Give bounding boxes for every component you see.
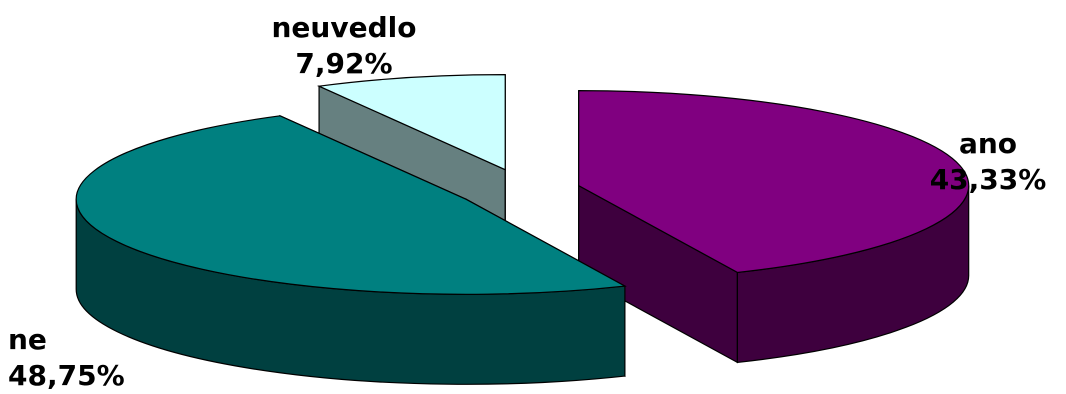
slice-ano-top xyxy=(578,90,970,274)
slice-ano xyxy=(578,90,970,364)
slice-label-neuvedlo: neuvedlo 7,92% xyxy=(262,10,426,82)
slice-value-ne: 48,75% xyxy=(8,359,125,392)
slice-name-ano: ano xyxy=(958,127,1018,160)
slice-name-ne: ne xyxy=(8,323,47,356)
slice-name-neuvedlo: neuvedlo xyxy=(271,11,417,44)
slice-value-neuvedlo: 7,92% xyxy=(295,47,393,80)
slices-group xyxy=(75,74,970,385)
slice-label-ne: ne 48,75% xyxy=(8,322,158,394)
slice-ne-top xyxy=(75,115,627,295)
slice-value-ano: 43,33% xyxy=(929,163,1047,196)
slice-neuvedlo-top xyxy=(316,74,506,171)
slice-ne xyxy=(75,114,627,385)
slice-label-ano: ano 43,33% xyxy=(918,126,1058,198)
